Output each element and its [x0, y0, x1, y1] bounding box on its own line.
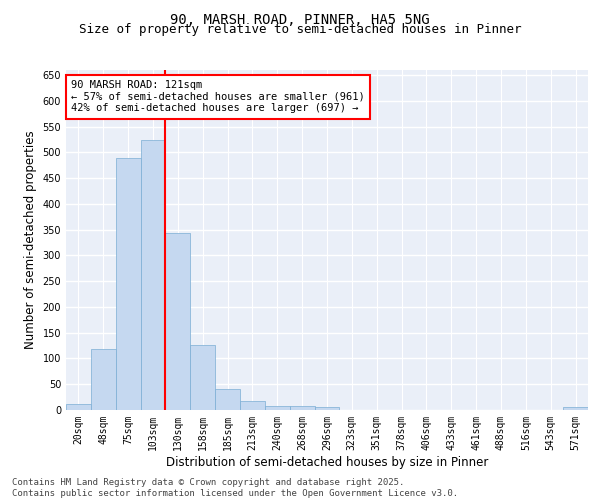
Bar — [215, 389, 240, 410]
Bar — [190, 345, 215, 410]
Y-axis label: Number of semi-detached properties: Number of semi-detached properties — [24, 130, 37, 350]
Bar — [290, 406, 314, 410]
Bar — [116, 158, 140, 410]
Text: 90, MARSH ROAD, PINNER, HA5 5NG: 90, MARSH ROAD, PINNER, HA5 5NG — [170, 12, 430, 26]
Bar — [91, 349, 116, 410]
Bar — [140, 140, 166, 410]
Bar — [240, 400, 265, 410]
X-axis label: Distribution of semi-detached houses by size in Pinner: Distribution of semi-detached houses by … — [166, 456, 488, 468]
Bar — [314, 408, 340, 410]
Bar — [66, 404, 91, 410]
Text: 90 MARSH ROAD: 121sqm
← 57% of semi-detached houses are smaller (961)
42% of sem: 90 MARSH ROAD: 121sqm ← 57% of semi-deta… — [71, 80, 365, 114]
Bar — [265, 406, 290, 410]
Text: Contains HM Land Registry data © Crown copyright and database right 2025.
Contai: Contains HM Land Registry data © Crown c… — [12, 478, 458, 498]
Bar — [563, 408, 588, 410]
Bar — [166, 233, 190, 410]
Text: Size of property relative to semi-detached houses in Pinner: Size of property relative to semi-detach… — [79, 22, 521, 36]
